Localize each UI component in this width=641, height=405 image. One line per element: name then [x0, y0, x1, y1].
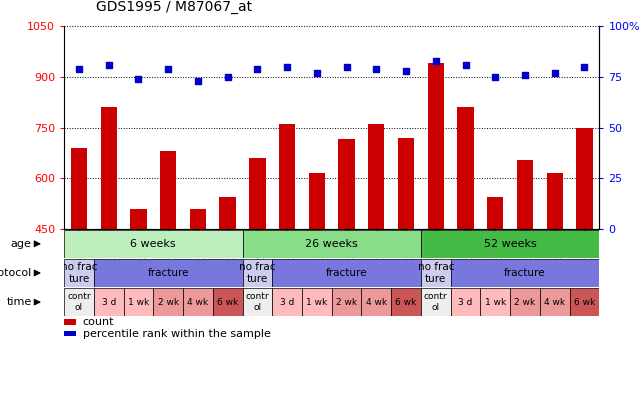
Bar: [428, 64, 444, 229]
Point: [104, 62, 114, 68]
Bar: [487, 197, 503, 229]
Bar: [480, 288, 510, 316]
Point: [520, 72, 530, 78]
Text: no frac
ture: no frac ture: [417, 262, 454, 284]
Bar: [540, 288, 570, 316]
Text: 2 wk: 2 wk: [158, 298, 179, 307]
Text: 2 wk: 2 wk: [515, 298, 536, 307]
Point: [431, 58, 441, 64]
Bar: [451, 259, 599, 287]
Point: [222, 74, 233, 80]
Point: [163, 66, 173, 72]
Bar: [64, 319, 76, 325]
Point: [490, 74, 501, 80]
Bar: [101, 107, 117, 229]
Bar: [124, 288, 153, 316]
Bar: [64, 288, 94, 316]
Bar: [279, 124, 296, 229]
Bar: [64, 331, 76, 337]
Text: 52 weeks: 52 weeks: [484, 239, 537, 249]
Text: protocol: protocol: [0, 268, 31, 278]
Bar: [547, 173, 563, 229]
Bar: [517, 160, 533, 229]
Text: GDS1995 / M87067_at: GDS1995 / M87067_at: [96, 0, 253, 14]
Text: contr
ol: contr ol: [67, 292, 91, 312]
Bar: [249, 158, 265, 229]
Text: count: count: [83, 317, 114, 327]
Bar: [219, 197, 236, 229]
Text: 1 wk: 1 wk: [128, 298, 149, 307]
Point: [342, 64, 352, 70]
Bar: [421, 230, 599, 258]
Point: [460, 62, 470, 68]
Text: 6 wk: 6 wk: [395, 298, 417, 307]
Text: 4 wk: 4 wk: [187, 298, 208, 307]
Point: [133, 76, 144, 82]
Point: [401, 68, 411, 74]
Bar: [94, 259, 242, 287]
Bar: [94, 288, 124, 316]
Text: 3 d: 3 d: [280, 298, 294, 307]
Text: no frac
ture: no frac ture: [239, 262, 276, 284]
Bar: [64, 259, 94, 287]
Point: [312, 70, 322, 76]
Bar: [576, 128, 593, 229]
Bar: [71, 148, 87, 229]
Point: [253, 66, 263, 72]
Bar: [64, 230, 242, 258]
Bar: [362, 288, 391, 316]
Bar: [332, 288, 362, 316]
Point: [579, 64, 590, 70]
Bar: [160, 151, 176, 229]
Bar: [391, 288, 421, 316]
Bar: [338, 139, 354, 229]
Bar: [398, 138, 414, 229]
Bar: [153, 288, 183, 316]
Bar: [368, 124, 385, 229]
Bar: [183, 288, 213, 316]
Text: fracture: fracture: [504, 268, 545, 278]
Point: [74, 66, 84, 72]
Bar: [421, 259, 451, 287]
Text: no frac
ture: no frac ture: [61, 262, 97, 284]
Text: 6 wk: 6 wk: [217, 298, 238, 307]
Text: 1 wk: 1 wk: [485, 298, 506, 307]
Bar: [421, 288, 451, 316]
Text: percentile rank within the sample: percentile rank within the sample: [83, 328, 271, 339]
Text: 26 weeks: 26 weeks: [305, 239, 358, 249]
Text: 3 d: 3 d: [458, 298, 472, 307]
Bar: [242, 288, 272, 316]
Text: 3 d: 3 d: [101, 298, 116, 307]
Bar: [457, 107, 474, 229]
Bar: [510, 288, 540, 316]
Text: 2 wk: 2 wk: [336, 298, 357, 307]
Text: 4 wk: 4 wk: [366, 298, 387, 307]
Bar: [309, 173, 325, 229]
Text: time: time: [6, 297, 31, 307]
Text: 6 weeks: 6 weeks: [131, 239, 176, 249]
Point: [193, 78, 203, 84]
Bar: [213, 288, 242, 316]
Text: 1 wk: 1 wk: [306, 298, 328, 307]
Bar: [451, 288, 480, 316]
Text: contr
ol: contr ol: [424, 292, 447, 312]
Bar: [190, 209, 206, 229]
Text: contr
ol: contr ol: [246, 292, 269, 312]
Bar: [242, 259, 272, 287]
Bar: [242, 230, 421, 258]
Point: [282, 64, 292, 70]
Text: 4 wk: 4 wk: [544, 298, 565, 307]
Text: age: age: [11, 239, 31, 249]
Text: fracture: fracture: [326, 268, 367, 278]
Bar: [302, 288, 332, 316]
Bar: [570, 288, 599, 316]
Text: 6 wk: 6 wk: [574, 298, 595, 307]
Bar: [130, 209, 147, 229]
Point: [371, 66, 381, 72]
Point: [549, 70, 560, 76]
Bar: [272, 259, 421, 287]
Text: fracture: fracture: [147, 268, 189, 278]
Bar: [272, 288, 302, 316]
